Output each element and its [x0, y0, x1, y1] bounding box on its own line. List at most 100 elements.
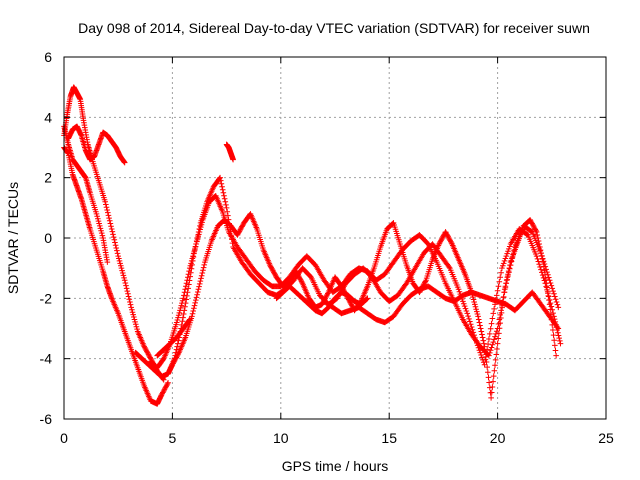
- data-point: [463, 308, 470, 314]
- data-point: [125, 293, 132, 300]
- chart-title: Day 098 of 2014, Sidereal Day-to-day VTE…: [78, 20, 590, 36]
- data-point: [106, 218, 113, 224]
- data-point: [550, 327, 556, 333]
- data-point: [443, 230, 450, 236]
- data-point: [132, 319, 138, 325]
- data-point: [174, 352, 181, 358]
- data-point: [129, 309, 136, 316]
- data-point: [506, 265, 513, 271]
- data-point: [193, 297, 199, 303]
- data-point: [477, 349, 484, 356]
- data-point: [175, 340, 181, 347]
- data-point: [545, 293, 552, 299]
- data-point: [105, 212, 112, 219]
- series-layer: [61, 84, 564, 407]
- data-point: [117, 260, 123, 267]
- data-point: [488, 320, 495, 327]
- data-point: [197, 278, 204, 284]
- data-point: [225, 212, 231, 219]
- data-point: [110, 234, 117, 240]
- data-point: [98, 230, 105, 236]
- data-point: [546, 277, 553, 284]
- data-point: [499, 304, 505, 311]
- data-point: [506, 243, 513, 250]
- data-point: [546, 297, 552, 303]
- x-tick-label: 0: [60, 430, 68, 446]
- data-point: [222, 199, 229, 205]
- series-track-3: [61, 123, 111, 265]
- data-point: [119, 270, 126, 276]
- data-point: [489, 315, 496, 322]
- data-point: [507, 262, 513, 268]
- data-point: [496, 325, 503, 331]
- data-point: [194, 289, 201, 295]
- data-point: [501, 258, 508, 264]
- data-point: [500, 262, 506, 269]
- data-point: [535, 238, 542, 244]
- data-point: [299, 279, 305, 285]
- data-point: [483, 354, 489, 360]
- data-point: [180, 295, 187, 302]
- data-point: [535, 258, 542, 265]
- data-point: [501, 286, 508, 293]
- data-point: [235, 230, 241, 237]
- data-point: [174, 317, 181, 323]
- data-point: [186, 268, 192, 274]
- data-point: [190, 250, 197, 257]
- data-point: [486, 331, 493, 337]
- data-point: [486, 384, 493, 391]
- x-tick-label: 25: [598, 430, 614, 446]
- data-point: [236, 228, 243, 235]
- data-point: [196, 229, 203, 235]
- data-point: [161, 387, 167, 393]
- data-point: [529, 220, 535, 227]
- data-point: [104, 207, 110, 213]
- data-point: [122, 280, 129, 286]
- data-point: [175, 314, 181, 321]
- data-point: [478, 352, 484, 358]
- data-point: [293, 269, 300, 276]
- data-point: [475, 313, 481, 320]
- data-point: [112, 239, 118, 246]
- data-point: [552, 296, 559, 303]
- data-point: [181, 292, 187, 299]
- data-point: [472, 301, 478, 308]
- data-point: [190, 308, 197, 314]
- data-point: [219, 186, 226, 193]
- data-point: [474, 311, 481, 317]
- series-track-8: [154, 316, 193, 359]
- data-point: [547, 306, 554, 313]
- data-point: [146, 353, 153, 360]
- data-point: [175, 312, 182, 319]
- data-point: [118, 265, 125, 271]
- data-point: [541, 267, 548, 274]
- data-point: [493, 292, 500, 299]
- data-point: [537, 247, 544, 253]
- data-point: [484, 364, 490, 370]
- data-point: [492, 362, 498, 369]
- data-point: [97, 225, 104, 232]
- data-point: [528, 219, 535, 226]
- data-point: [269, 267, 276, 273]
- data-point: [448, 240, 455, 246]
- data-point: [271, 270, 278, 277]
- data-point: [187, 262, 194, 269]
- data-point: [550, 332, 557, 338]
- data-point: [506, 246, 512, 252]
- data-point: [198, 272, 205, 279]
- data-point: [192, 300, 198, 306]
- data-point: [486, 352, 492, 359]
- data-point: [96, 223, 103, 229]
- data-point: [108, 223, 114, 230]
- data-point: [447, 238, 454, 245]
- data-point: [496, 278, 503, 285]
- data-point: [199, 270, 206, 276]
- data-point: [267, 263, 274, 270]
- data-point: [111, 237, 118, 243]
- y-tick-label: -4: [40, 351, 53, 367]
- data-point: [297, 276, 304, 283]
- data-point: [191, 248, 198, 255]
- y-tick-label: 6: [44, 49, 52, 65]
- data-point: [438, 237, 444, 244]
